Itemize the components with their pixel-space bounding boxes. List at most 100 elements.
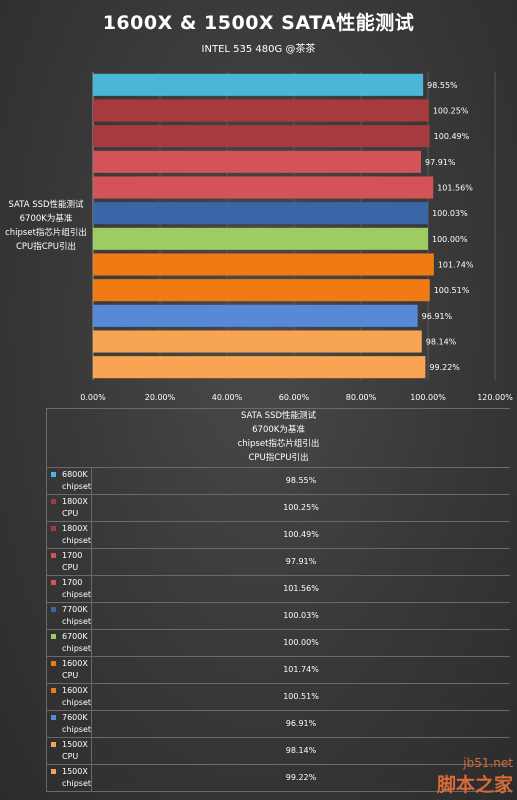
- row-label-line: 1800X: [62, 524, 88, 533]
- y-label-line: SATA SSD性能测试: [8, 200, 84, 210]
- data-label: 99.22%: [429, 363, 460, 372]
- row-label-line: 1600X: [62, 686, 88, 695]
- table-cell-value: 101.56%: [283, 584, 319, 593]
- table-row: 1500X CPU 98.14%: [46, 738, 510, 765]
- data-label: 98.55%: [427, 81, 458, 90]
- table-row: 6800K chipset 98.55%: [46, 468, 510, 495]
- row-label-line: chipset: [62, 698, 91, 707]
- bar: [93, 176, 434, 199]
- data-label: 96.91%: [422, 312, 453, 321]
- row-label-line: chipset: [62, 779, 91, 788]
- table-cell-value: 100.51%: [283, 692, 319, 701]
- table-cell-value: 100.00%: [283, 638, 319, 647]
- table-row-label: 1500X CPU: [46, 738, 92, 764]
- legend-swatch: [51, 499, 56, 504]
- table-cell-value: 101.74%: [283, 665, 319, 674]
- table-cell-value: 97.91%: [285, 557, 317, 566]
- data-label: 97.91%: [425, 158, 456, 167]
- data-label: 101.74%: [438, 261, 474, 270]
- row-label-line: CPU: [62, 752, 79, 761]
- table-row: 1600X chipset 100.51%: [46, 684, 510, 711]
- legend-swatch: [51, 769, 56, 774]
- row-label-line: 1500X: [62, 740, 88, 749]
- row-label-line: 6800K: [62, 470, 88, 479]
- row-label-line: chipset: [62, 725, 91, 734]
- x-tick-label: 20.00%: [145, 393, 176, 402]
- data-label: 100.49%: [434, 132, 470, 141]
- table-cell-value: 100.03%: [283, 611, 319, 620]
- table-row-label: 1500X chipset: [46, 765, 92, 791]
- bar: [93, 304, 418, 327]
- table-cell-value: 96.91%: [285, 719, 317, 728]
- row-label-line: 7600K: [62, 713, 88, 722]
- table-row: 1700 CPU 97.91%: [46, 549, 510, 576]
- bar: [93, 202, 429, 225]
- table-row: 1800X CPU 100.25%: [46, 495, 510, 522]
- table-row-label: 1600X CPU: [46, 657, 92, 683]
- legend-swatch: [51, 742, 56, 747]
- legend-swatch: [51, 526, 56, 531]
- row-label-line: 1700: [62, 551, 83, 560]
- legend-swatch: [51, 715, 56, 720]
- table-cell-value: 100.49%: [283, 530, 319, 539]
- x-tick-label: 40.00%: [212, 393, 243, 402]
- legend-swatch: [51, 634, 56, 639]
- bar: [93, 227, 428, 250]
- x-tick-label: 120.00%: [477, 393, 513, 402]
- table-header-line: SATA SSD性能测试: [240, 411, 317, 421]
- legend-swatch: [51, 580, 56, 585]
- row-label-line: CPU: [62, 509, 79, 518]
- row-label-line: CPU: [62, 563, 79, 572]
- table-row-label: 1700 CPU: [46, 549, 92, 575]
- table-header: SATA SSD性能测试 6700K为基准 chipset指芯片组引出 CPU指…: [46, 409, 510, 468]
- bar: [93, 99, 429, 122]
- table-row-label: 6800K chipset: [46, 468, 92, 494]
- row-label-line: 1500X: [62, 767, 88, 776]
- table-row-label: 1700 chipset: [46, 576, 92, 602]
- data-label: 100.25%: [433, 107, 469, 116]
- row-label-line: chipset: [62, 536, 91, 545]
- table-row: 1800X chipset 100.49%: [46, 522, 510, 549]
- bar: [93, 279, 430, 302]
- bar: [93, 330, 422, 353]
- table-row-label: 1800X CPU: [46, 495, 92, 521]
- x-tick-label: 60.00%: [279, 393, 310, 402]
- bar-chart: 0.00% 20.00% 40.00% 60.00% 80.00% 100.00% 120.…: [80, 72, 513, 402]
- y-label-line: 6700K为基准: [19, 214, 73, 224]
- row-label-line: chipset: [62, 482, 91, 491]
- chart-title: 1600X & 1500X SATA性能测试: [102, 12, 415, 34]
- bar: [93, 125, 430, 148]
- y-label-line: chipset指芯片组引出: [5, 228, 87, 238]
- row-label-line: CPU: [62, 671, 79, 680]
- watermark-url: jb51.net: [463, 756, 513, 770]
- data-label: 100.00%: [432, 235, 468, 244]
- table-row: 1600X CPU 101.74%: [46, 657, 510, 684]
- table-cell-value: 98.14%: [285, 746, 317, 755]
- table-cell-value: 98.55%: [285, 476, 317, 485]
- legend-swatch: [51, 472, 56, 477]
- legend-swatch: [51, 607, 56, 612]
- row-label-line: 1600X: [62, 659, 88, 668]
- table-cell-value: 99.22%: [285, 773, 317, 782]
- table-header-line: chipset指芯片组引出: [237, 439, 320, 449]
- row-label-line: 1800X: [62, 497, 88, 506]
- y-axis-label: SATA SSD性能测试 6700K为基准 chipset指芯片组引出 CPU指…: [4, 198, 88, 254]
- legend-swatch: [51, 688, 56, 693]
- watermark: jb51.net 脚本之家: [401, 756, 513, 796]
- data-label: 100.03%: [432, 209, 468, 218]
- row-label-line: chipset: [62, 590, 91, 599]
- bar: [93, 253, 434, 276]
- watermark-site-name: 脚本之家: [436, 774, 513, 796]
- table-row-label: 1800X chipset: [46, 522, 92, 548]
- table-row: 1700 chipset 101.56%: [46, 576, 510, 603]
- bar: [93, 150, 421, 173]
- row-label-line: chipset: [62, 644, 91, 653]
- row-label-line: 1700: [62, 578, 83, 587]
- data-label: 98.14%: [426, 338, 457, 347]
- table-row-label: 1600X chipset: [46, 684, 92, 710]
- table-row-label: 6700K chipset: [46, 630, 92, 656]
- data-label: 100.51%: [434, 286, 470, 295]
- y-label-line: CPU指CPU引出: [15, 242, 77, 252]
- row-label-line: 7700K: [62, 605, 88, 614]
- bar: [93, 356, 426, 379]
